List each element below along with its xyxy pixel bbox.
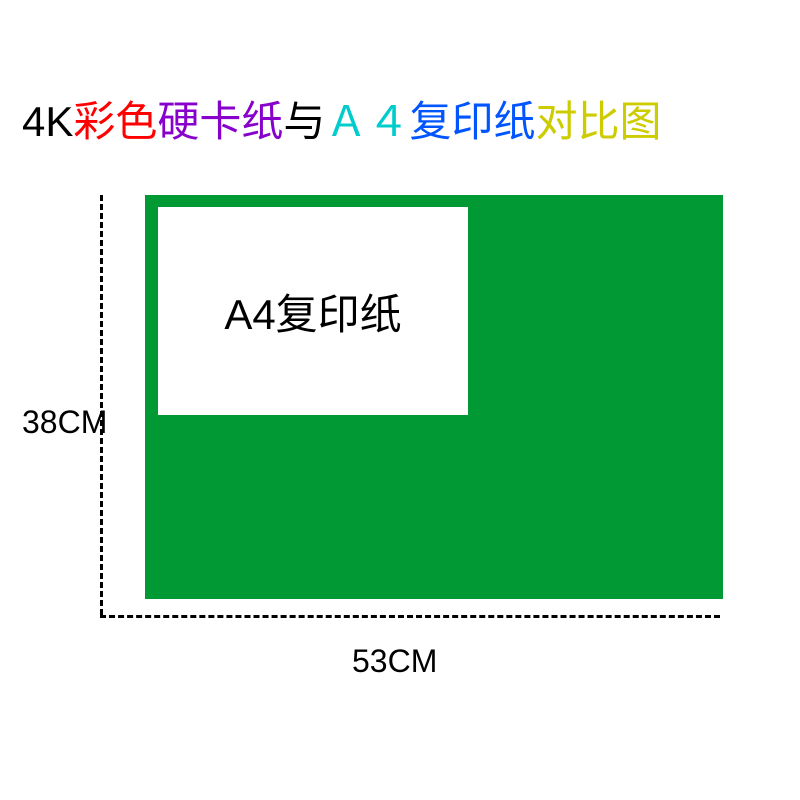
height-dimension-label: 38CM: [22, 404, 107, 441]
title-seg-a4: Ａ４: [325, 98, 409, 145]
a4-paper-label: A4复印纸: [224, 281, 401, 342]
title-seg-4k: 4K: [22, 98, 73, 145]
a4-paper-rect: A4复印纸: [158, 207, 468, 415]
comparison-title: 4K彩色硬卡纸与Ａ４复印纸对比图: [22, 88, 661, 149]
title-seg-cardpaper: 硬卡纸: [157, 98, 283, 145]
title-seg-color: 彩色: [73, 98, 157, 145]
title-seg-copypaper: 复印纸: [409, 98, 535, 145]
title-seg-and: 与: [283, 98, 325, 145]
title-seg-comparison: 对比图: [535, 98, 661, 145]
horizontal-dimension-line: [100, 615, 720, 618]
width-dimension-label: 53CM: [352, 643, 437, 680]
